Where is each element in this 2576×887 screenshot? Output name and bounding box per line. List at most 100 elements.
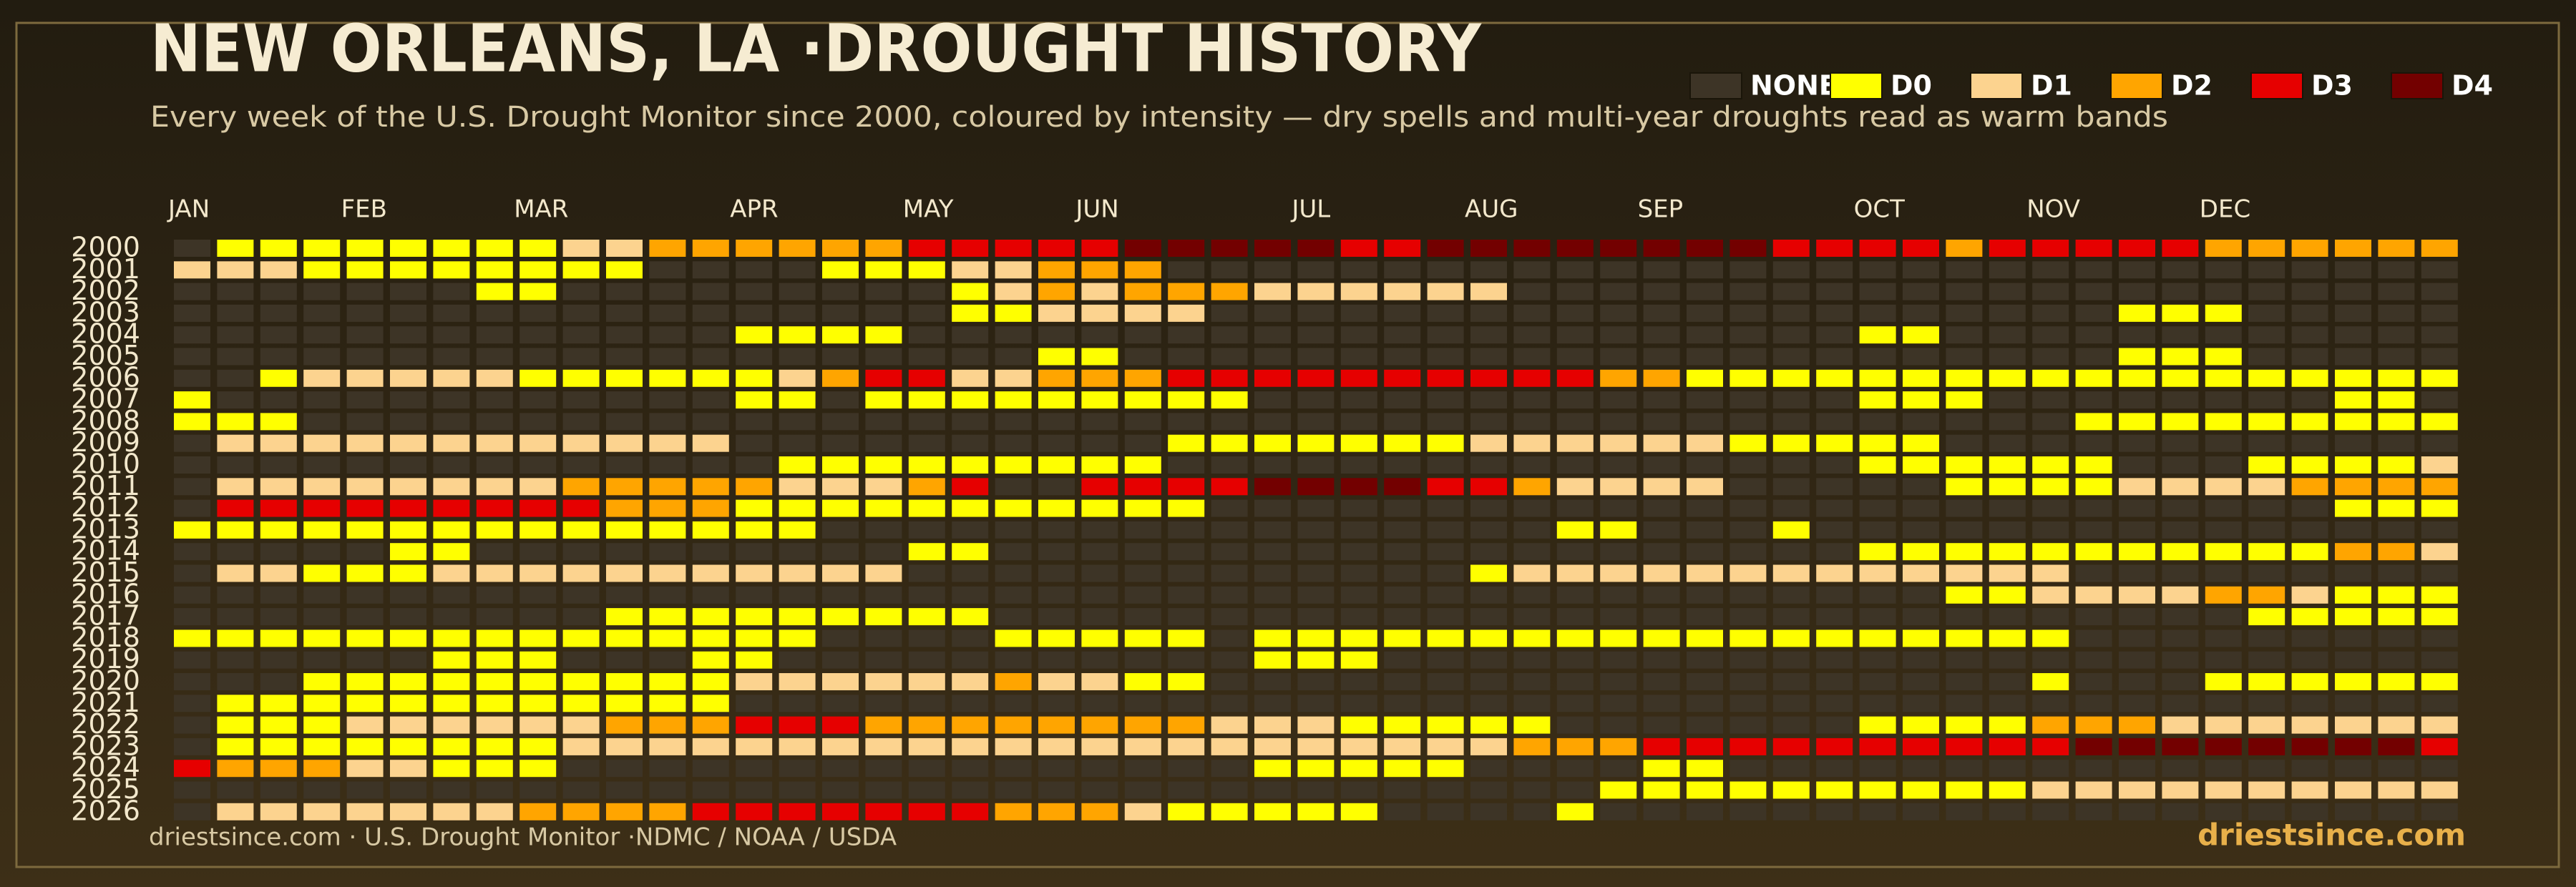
heat-cell <box>995 608 1032 626</box>
heat-cell <box>1340 304 1377 322</box>
heat-cell <box>1384 629 1421 647</box>
heat-cell <box>1427 413 1464 431</box>
heat-cell <box>649 695 686 712</box>
heat-cell <box>1124 673 1161 690</box>
heat-cell <box>1470 413 1507 431</box>
heat-cell <box>606 716 643 734</box>
heat-cell <box>692 586 729 604</box>
heat-cell <box>303 304 341 322</box>
heat-cell <box>476 240 513 257</box>
heat-cell <box>1470 737 1507 755</box>
heat-cell <box>1687 586 1723 604</box>
heat-cell <box>1643 564 1680 582</box>
heat-cell <box>217 781 254 799</box>
heat-cell <box>1254 499 1291 517</box>
heat-cell <box>1124 521 1161 539</box>
heat-cell <box>1903 348 1939 366</box>
heat-cell <box>1989 629 2026 647</box>
heat-cell <box>390 760 426 778</box>
heat-cell <box>1254 348 1291 366</box>
heat-cell <box>433 608 470 626</box>
heat-cell <box>2205 240 2242 257</box>
chart-title: NEW ORLEANS, LA ·DROUGHT HISTORY <box>150 10 1482 87</box>
heat-cell <box>1903 391 1939 409</box>
heat-cell <box>1340 651 1377 669</box>
heat-cell <box>2421 564 2458 582</box>
heat-cell <box>2205 326 2242 344</box>
heat-cell <box>1903 608 1939 626</box>
heat-cell <box>995 478 1032 496</box>
heat-cell <box>2291 586 2328 604</box>
heat-cell <box>865 326 902 344</box>
heat-cell <box>865 737 902 755</box>
heat-cell <box>476 261 513 279</box>
heat-cell <box>2032 803 2069 820</box>
heat-cell <box>2075 283 2112 300</box>
heat-cell <box>822 781 859 799</box>
heat-cell <box>606 369 643 387</box>
heat-cell <box>1124 781 1161 799</box>
heat-cell <box>1729 564 1767 582</box>
heat-cell <box>390 629 426 647</box>
heat-cell <box>2119 304 2155 322</box>
heat-cell <box>1687 716 1723 734</box>
heat-cell <box>2032 240 2069 257</box>
heat-cell <box>2378 737 2415 755</box>
heat-cell <box>1989 499 2026 517</box>
heat-cell <box>1989 326 2026 344</box>
heat-cell <box>390 737 426 755</box>
heat-cell <box>346 629 384 647</box>
heat-cell <box>1211 240 1248 257</box>
heat-cell <box>2119 781 2155 799</box>
heat-cell <box>519 586 557 604</box>
heat-cell <box>346 673 384 690</box>
heat-cell <box>1168 564 1205 582</box>
heat-cell <box>779 348 816 366</box>
heat-cell <box>2119 521 2155 539</box>
heat-cell <box>1816 240 1853 257</box>
heat-cell <box>433 499 470 517</box>
heat-cell <box>1687 651 1723 669</box>
heat-cell <box>433 391 470 409</box>
heat-cell <box>2335 608 2371 626</box>
heat-cell <box>2205 348 2242 366</box>
heat-cell <box>390 499 426 517</box>
heat-cell <box>952 760 989 778</box>
heat-cell <box>1989 521 2026 539</box>
heat-cell <box>2119 760 2155 778</box>
heat-cell <box>1687 608 1723 626</box>
heat-cell <box>2378 521 2415 539</box>
heat-cell <box>2032 737 2069 755</box>
heat-cell <box>1340 478 1377 496</box>
heat-cell <box>1384 240 1421 257</box>
x-tick-label: SEP <box>1638 195 1684 224</box>
heat-cell <box>995 304 1032 322</box>
heat-cell <box>1729 543 1767 561</box>
heat-cell <box>779 673 816 690</box>
heat-cell <box>433 629 470 647</box>
x-tick-label: NOV <box>2026 195 2080 224</box>
heat-cell <box>1816 673 1853 690</box>
heat-cell <box>1556 391 1594 409</box>
heat-cell <box>1556 326 1594 344</box>
heat-cell <box>952 781 989 799</box>
heat-cell <box>1427 629 1464 647</box>
heat-cell <box>1946 304 1983 322</box>
heat-cell <box>736 673 773 690</box>
heat-cell <box>1297 413 1335 431</box>
heat-cell <box>865 651 902 669</box>
heat-cell <box>736 586 773 604</box>
heat-cell <box>1687 456 1723 474</box>
heat-cell <box>1946 695 1983 712</box>
heat-cell <box>649 737 686 755</box>
heat-cell <box>995 413 1032 431</box>
heat-cell <box>1989 608 2026 626</box>
heat-cell <box>2291 261 2328 279</box>
heat-cell <box>1124 391 1161 409</box>
heat-cell <box>1297 391 1335 409</box>
heat-cell <box>1643 716 1680 734</box>
heat-cell <box>2421 499 2458 517</box>
heat-cell <box>1687 434 1723 452</box>
heat-cell <box>1124 564 1161 582</box>
heat-cell <box>390 651 426 669</box>
